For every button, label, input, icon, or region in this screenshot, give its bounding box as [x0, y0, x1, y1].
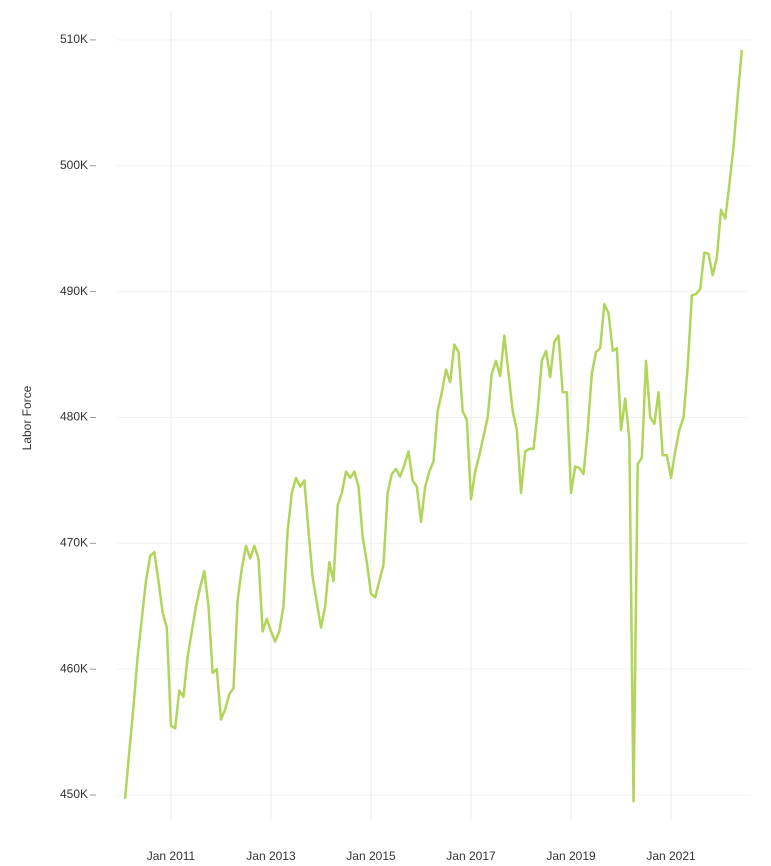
x-tick-label: Jan 2013	[246, 849, 296, 863]
y-tick-label: 510K	[60, 32, 88, 46]
x-tick-label: Jan 2017	[446, 849, 496, 863]
line	[123, 49, 744, 803]
y-tick-label: 470K	[60, 535, 88, 549]
y-tick-label: 480K	[60, 410, 88, 424]
x-tick-label: Jan 2021	[646, 849, 696, 863]
y-tick-label: 500K	[60, 158, 88, 172]
y-tick-label: 490K	[60, 284, 88, 298]
y-axis-label: Labor Force	[20, 385, 34, 450]
y-tick-label: 450K	[60, 787, 88, 801]
y-tick-label: 460K	[60, 661, 88, 675]
x-tick-label: Jan 2019	[546, 849, 596, 863]
x-tick-label: Jan 2011	[147, 849, 196, 863]
x-tick-label: Jan 2015	[346, 849, 396, 863]
